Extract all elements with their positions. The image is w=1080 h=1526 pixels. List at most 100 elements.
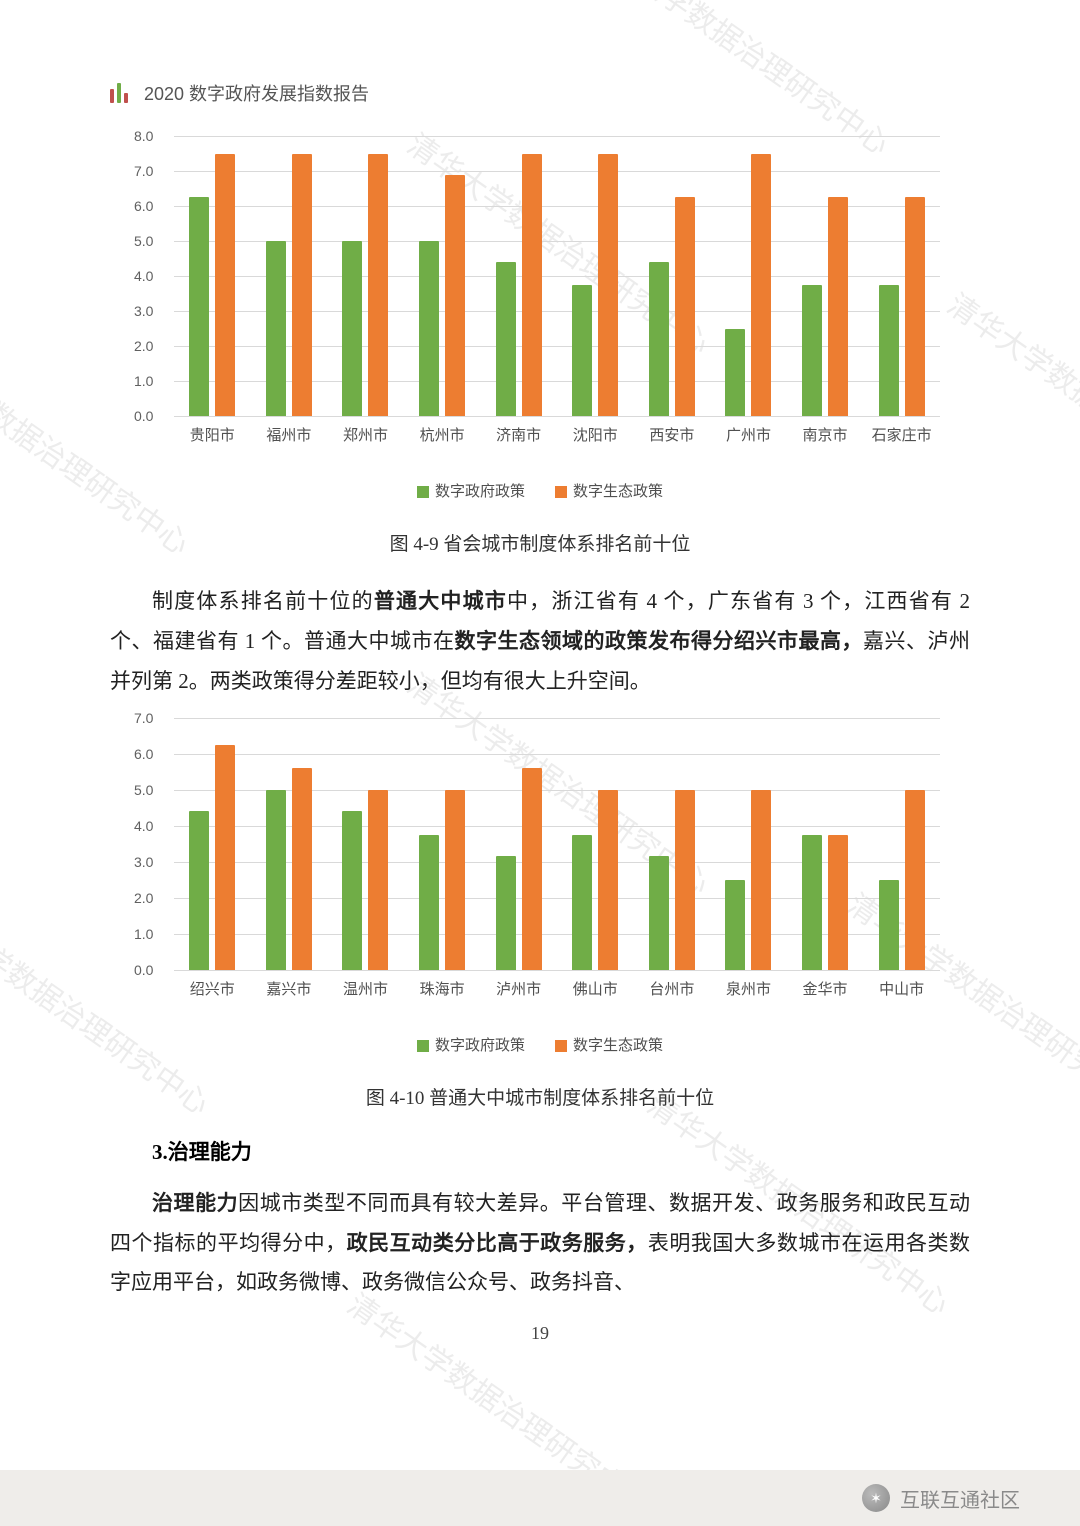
y-tick-label: 6.0 <box>134 198 153 214</box>
y-tick-label: 4.0 <box>134 818 153 834</box>
bar <box>189 197 209 416</box>
bar <box>802 285 822 416</box>
x-tick-label: 珠海市 <box>420 978 465 999</box>
x-tick-label: 南京市 <box>803 424 848 445</box>
bar <box>368 790 388 970</box>
legend-item: 数字政府政策 <box>417 1034 525 1055</box>
y-tick-label: 3.0 <box>134 303 153 319</box>
bar <box>419 241 439 416</box>
bar <box>751 154 771 417</box>
x-tick-label: 贵阳市 <box>190 424 235 445</box>
bar <box>649 856 669 969</box>
chart-1-caption: 图 4-9 省会城市制度体系排名前十位 <box>110 529 970 556</box>
bar <box>266 241 286 416</box>
y-tick-label: 2.0 <box>134 338 153 354</box>
y-tick-label: 6.0 <box>134 746 153 762</box>
chart-1: 0.01.02.03.04.05.06.07.08.0贵阳市福州市郑州市杭州市济… <box>130 136 950 501</box>
bar <box>342 811 362 969</box>
chart-2-legend: 数字政府政策 数字生态政策 <box>130 1034 950 1055</box>
chart-2-caption: 图 4-10 普通大中城市制度体系排名前十位 <box>110 1083 970 1110</box>
y-tick-label: 8.0 <box>134 128 153 144</box>
x-tick-label: 台州市 <box>649 978 694 999</box>
bar <box>215 154 235 417</box>
bar <box>675 197 695 416</box>
footer-bar: ✶ 互联互通社区 <box>0 1470 1080 1526</box>
legend-item: 数字政府政策 <box>417 480 525 501</box>
bar <box>522 768 542 970</box>
legend-item: 数字生态政策 <box>555 480 663 501</box>
y-tick-label: 5.0 <box>134 782 153 798</box>
y-tick-label: 1.0 <box>134 373 153 389</box>
paragraph-1: 制度体系排名前十位的普通大中城市中，浙江省有 4 个，广东省有 3 个，江西省有… <box>110 582 970 702</box>
x-tick-label: 沈阳市 <box>573 424 618 445</box>
bar <box>419 835 439 970</box>
bar <box>725 880 745 970</box>
x-tick-label: 绍兴市 <box>190 978 235 999</box>
y-tick-label: 7.0 <box>134 710 153 726</box>
chart-2: 0.01.02.03.04.05.06.07.0绍兴市嘉兴市温州市珠海市泸州市佛… <box>130 718 950 1055</box>
x-tick-label: 郑州市 <box>343 424 388 445</box>
x-tick-label: 中山市 <box>879 978 924 999</box>
x-tick-label: 杭州市 <box>420 424 465 445</box>
y-tick-label: 0.0 <box>134 962 153 978</box>
watermark: 清华大学数据治理研究中心 <box>940 281 1080 524</box>
section-heading-3: 3.治理能力 <box>110 1136 970 1166</box>
paragraph-2: 治理能力因城市类型不同而具有较大差异。平台管理、数据开发、政务服务和政民互动四个… <box>110 1184 970 1304</box>
x-tick-label: 西安市 <box>649 424 694 445</box>
x-tick-label: 广州市 <box>726 424 771 445</box>
bar <box>292 154 312 417</box>
chart-1-plot: 0.01.02.03.04.05.06.07.08.0贵阳市福州市郑州市杭州市济… <box>130 136 950 476</box>
x-tick-label: 济南市 <box>496 424 541 445</box>
bar <box>725 329 745 417</box>
bar <box>445 175 465 417</box>
bar <box>598 154 618 417</box>
bar <box>215 745 235 970</box>
y-tick-label: 5.0 <box>134 233 153 249</box>
x-tick-label: 嘉兴市 <box>266 978 311 999</box>
footer-label: 互联互通社区 <box>900 1484 1020 1513</box>
y-tick-label: 1.0 <box>134 926 153 942</box>
bar <box>496 856 516 969</box>
bar <box>342 241 362 416</box>
bar <box>189 811 209 969</box>
bar <box>292 768 312 970</box>
bar <box>368 154 388 417</box>
bar <box>828 835 848 970</box>
bar <box>598 790 618 970</box>
bar <box>266 790 286 970</box>
y-tick-label: 7.0 <box>134 163 153 179</box>
x-tick-label: 福州市 <box>266 424 311 445</box>
bar <box>572 285 592 416</box>
y-tick-label: 4.0 <box>134 268 153 284</box>
x-tick-label: 佛山市 <box>573 978 618 999</box>
page-container: 清华大学数据治理研究中心 清华大学数据治理研究中心 清华大学数据治理研究中心 清… <box>0 0 1080 1490</box>
page-header: 2020 数字政府发展指数报告 <box>110 80 970 106</box>
bar <box>751 790 771 970</box>
header-logo-icon <box>110 83 136 103</box>
bar <box>802 835 822 970</box>
legend-item: 数字生态政策 <box>555 1034 663 1055</box>
chart-1-legend: 数字政府政策 数字生态政策 <box>130 480 950 501</box>
bar <box>522 154 542 417</box>
page-number: 19 <box>110 1323 970 1344</box>
x-tick-label: 泉州市 <box>726 978 771 999</box>
bar <box>675 790 695 970</box>
bar <box>572 835 592 970</box>
bar <box>879 285 899 416</box>
x-tick-label: 石家庄市 <box>872 424 932 445</box>
bar <box>649 262 669 416</box>
y-tick-label: 0.0 <box>134 408 153 424</box>
x-tick-label: 金华市 <box>803 978 848 999</box>
bar <box>496 262 516 416</box>
x-tick-label: 泸州市 <box>496 978 541 999</box>
bar <box>445 790 465 970</box>
chart-2-plot: 0.01.02.03.04.05.06.07.0绍兴市嘉兴市温州市珠海市泸州市佛… <box>130 718 950 1030</box>
y-tick-label: 2.0 <box>134 890 153 906</box>
footer-wechat-icon: ✶ <box>862 1484 890 1512</box>
bar <box>879 880 899 970</box>
bar <box>905 197 925 416</box>
header-title: 2020 数字政府发展指数报告 <box>144 80 369 106</box>
bar <box>905 790 925 970</box>
bar <box>828 197 848 416</box>
x-tick-label: 温州市 <box>343 978 388 999</box>
